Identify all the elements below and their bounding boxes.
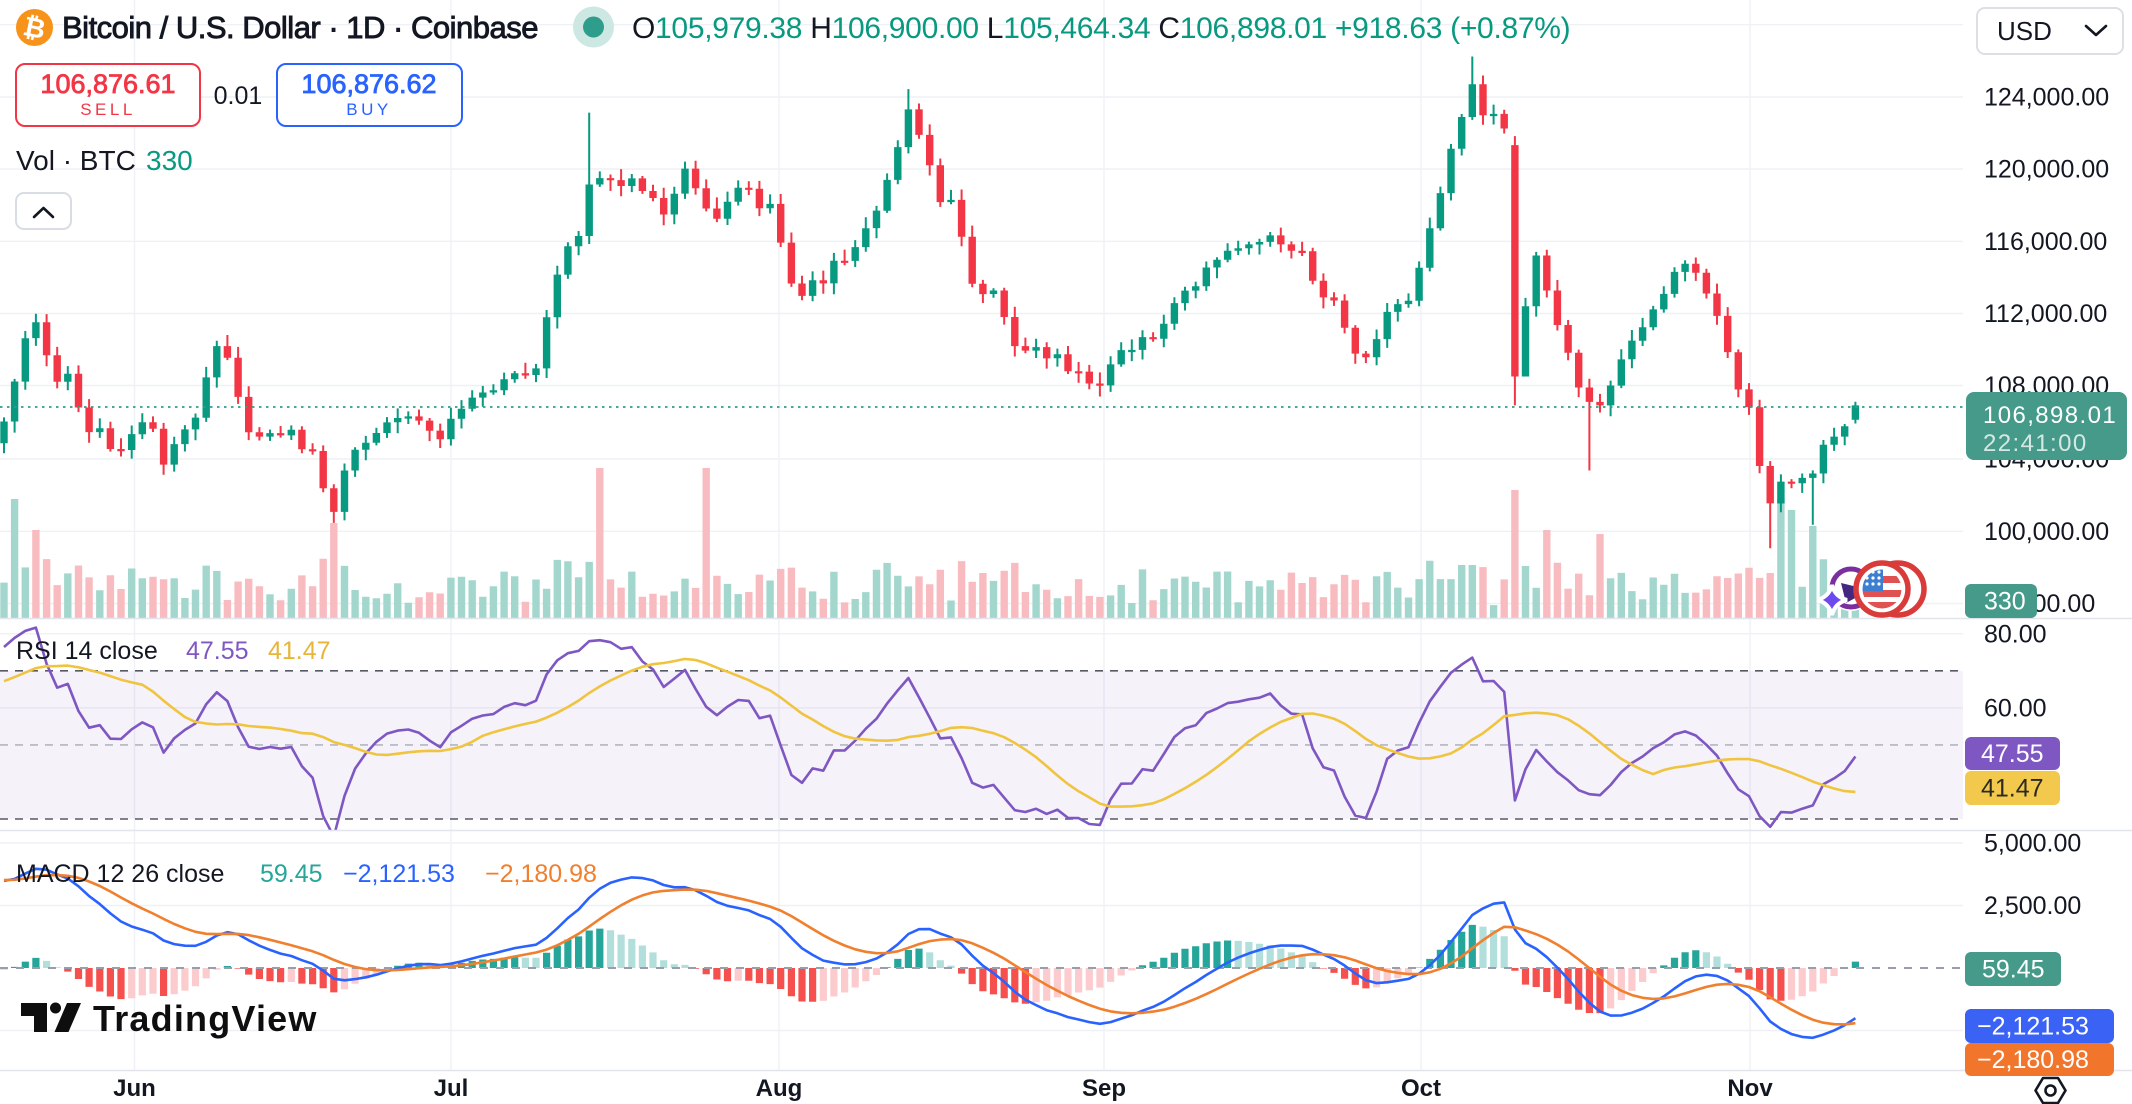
svg-text:Nov: Nov [1727, 1075, 1773, 1102]
svg-text:Sep: Sep [1082, 1075, 1126, 1102]
svg-text:47.55: 47.55 [186, 637, 249, 665]
svg-text:Jul: Jul [434, 1075, 469, 1102]
svg-text:106,898.01: 106,898.01 [1983, 402, 2117, 429]
svg-text:41.47: 41.47 [1981, 775, 2044, 803]
svg-text:116,000.00: 116,000.00 [1984, 228, 2107, 256]
svg-text:−2,180.98: −2,180.98 [485, 860, 597, 888]
svg-text:47.55: 47.55 [1981, 740, 2044, 768]
svg-text:O105,979.38 H106,900.00 L105,4: O105,979.38 H106,900.00 L105,464.34 C106… [632, 12, 1570, 45]
svg-text:106,876.61: 106,876.61 [40, 69, 175, 99]
svg-text:Aug: Aug [756, 1075, 803, 1102]
svg-text:124,000.00: 124,000.00 [1984, 84, 2109, 112]
svg-text:TradingView: TradingView [93, 998, 318, 1039]
svg-text:RSI 14 close: RSI 14 close [16, 637, 158, 665]
svg-text:2,500.00: 2,500.00 [1984, 892, 2081, 920]
svg-text:112,000.00: 112,000.00 [1984, 300, 2107, 328]
svg-text:Jun: Jun [113, 1075, 156, 1102]
svg-text:BUY: BUY [346, 100, 391, 119]
svg-text:Bitcoin / U.S. Dollar · 1D · C: Bitcoin / U.S. Dollar · 1D · Coinbase [62, 10, 538, 45]
svg-text:80.00: 80.00 [1984, 620, 2047, 648]
svg-text:Vol · BTC: Vol · BTC [16, 145, 136, 176]
svg-text:60.00: 60.00 [1984, 694, 2047, 722]
svg-text:106,876.62: 106,876.62 [301, 69, 436, 99]
svg-text:0.01: 0.01 [214, 82, 263, 110]
svg-text:330: 330 [1984, 588, 2026, 616]
svg-text:−2,121.53: −2,121.53 [343, 860, 455, 888]
svg-text:41.47: 41.47 [268, 637, 331, 665]
svg-text:59.45: 59.45 [260, 860, 323, 888]
svg-text:330: 330 [146, 145, 193, 176]
svg-text:−2,180.98: −2,180.98 [1977, 1046, 2089, 1074]
svg-text:100,000.00: 100,000.00 [1984, 518, 2109, 546]
svg-text:22:41:00: 22:41:00 [1983, 430, 2088, 457]
svg-text:SELL: SELL [80, 100, 136, 119]
svg-text:Oct: Oct [1401, 1075, 1441, 1102]
svg-text:MACD 12 26 close: MACD 12 26 close [16, 860, 224, 888]
svg-text:120,000.00: 120,000.00 [1984, 156, 2109, 184]
svg-text:59.45: 59.45 [1982, 956, 2045, 984]
svg-text:−2,121.53: −2,121.53 [1977, 1013, 2089, 1041]
svg-text:5,000.00: 5,000.00 [1984, 830, 2081, 858]
svg-text:USD: USD [1997, 16, 2052, 46]
